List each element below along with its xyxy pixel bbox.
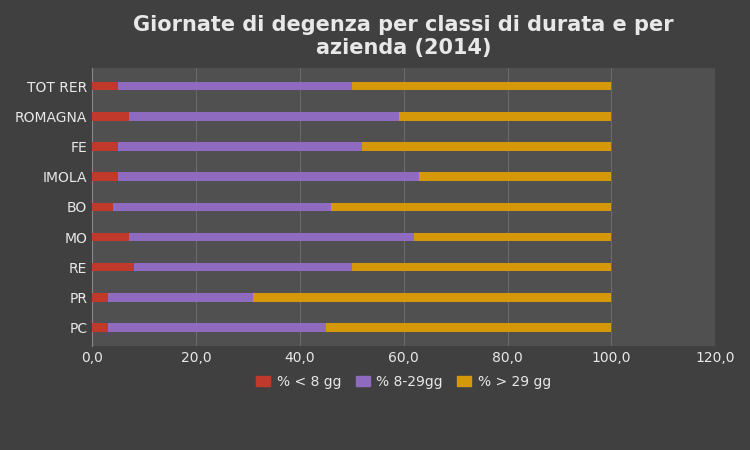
Bar (254, 293, 611, 302)
Bar (108, 293, 254, 302)
Legend: % < 8 gg, % 8-29gg, % > 29 gg: % < 8 gg, % 8-29gg, % > 29 gg (251, 369, 556, 394)
Bar (118, 82, 352, 90)
Bar (92, 112, 128, 121)
Bar (92, 172, 118, 181)
Bar (398, 112, 611, 121)
Bar (362, 142, 611, 151)
Bar (118, 172, 419, 181)
Bar (134, 263, 352, 271)
Bar (128, 112, 398, 121)
Bar (352, 82, 611, 90)
Bar (113, 202, 331, 211)
Bar (128, 233, 414, 241)
Bar (108, 323, 326, 332)
Bar (326, 323, 611, 332)
Bar (414, 233, 611, 241)
Bar (118, 142, 362, 151)
Bar (352, 263, 611, 271)
Bar (92, 293, 108, 302)
Bar (92, 142, 118, 151)
Bar (92, 82, 118, 90)
Bar (92, 263, 134, 271)
Bar (92, 202, 113, 211)
Bar (419, 172, 611, 181)
Bar (92, 233, 128, 241)
Bar (92, 323, 108, 332)
Bar (331, 202, 611, 211)
Title: Giornate di degenza per classi di durata e per
azienda (2014): Giornate di degenza per classi di durata… (134, 15, 674, 58)
